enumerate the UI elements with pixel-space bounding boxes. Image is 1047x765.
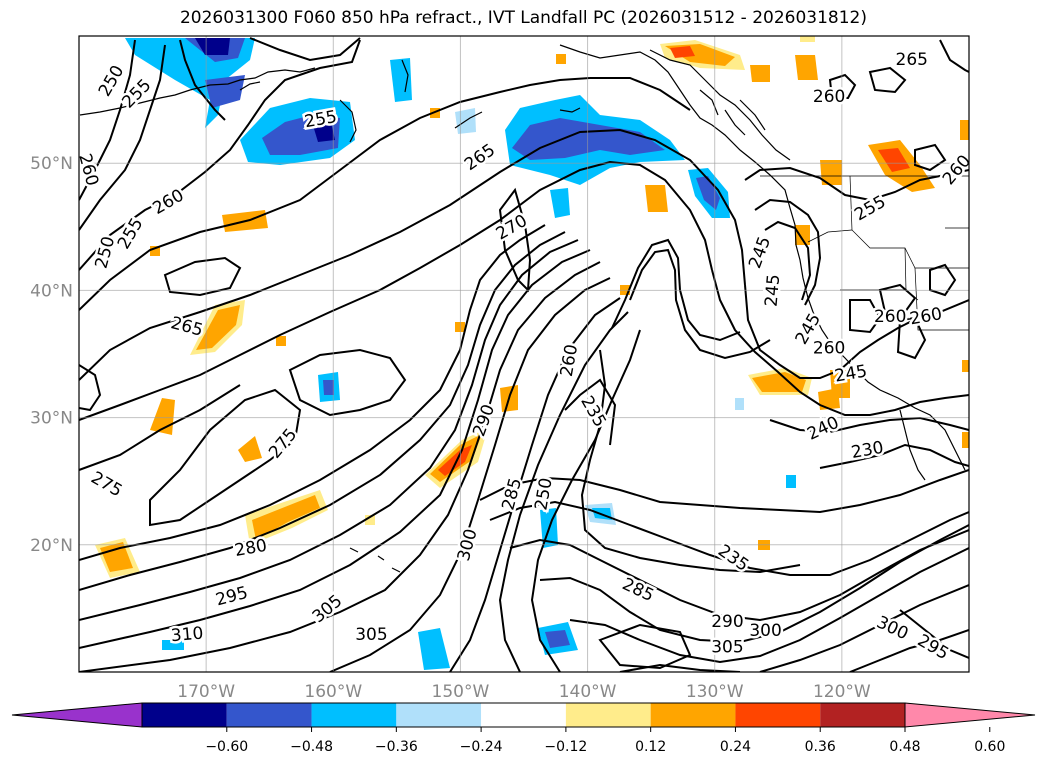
lon-tick-label: 140°W [559, 682, 617, 702]
lon-tick-label: 170°W [177, 682, 235, 702]
contour-label: 260 [813, 339, 845, 359]
contour-label: 260 [813, 87, 845, 107]
longitude-labels: 170°W 160°W 150°W 140°W 130°W 120°W [177, 682, 871, 702]
colorbar-swatch [650, 703, 736, 727]
colorbar-tick-label: −0.12 [544, 739, 587, 755]
map-title: 2026031300 F060 850 hPa refract., IVT La… [179, 8, 867, 28]
contour-label: 305 [355, 625, 387, 645]
colorbar: −0.60 −0.48 −0.36 −0.24 −0.12 0.12 0.24 0.36 0.4… [11, 702, 1036, 755]
contour-label: 245 [762, 273, 785, 307]
graticule [79, 36, 969, 672]
colorbar-swatch [565, 703, 651, 727]
colorbar-tick-label: −0.60 [205, 739, 248, 755]
map-panel: 2502552602602552502552652702652752752802… [79, 36, 969, 672]
colorbar-tick-label: −0.48 [290, 739, 333, 755]
colorbar-swatch [396, 703, 482, 727]
colorbar-outline [141, 702, 906, 728]
colorbar-tick-label: −0.24 [460, 739, 503, 755]
lat-tick-label: 30°N [30, 409, 73, 429]
colorbar-tick-label: 0.24 [720, 739, 751, 755]
colorbar-tick-labels: −0.60 −0.48 −0.36 −0.24 −0.12 0.12 0.24 0.36 0.4… [205, 727, 1005, 755]
colorbar-swatch [735, 703, 821, 727]
colorbar-tick-label: 0.36 [805, 739, 836, 755]
lon-tick-label: 120°W [813, 682, 871, 702]
lon-tick-label: 150°W [432, 682, 490, 702]
contour-label: 290 [711, 612, 743, 632]
colorbar-extend-low [11, 702, 143, 728]
lat-tick-label: 20°N [30, 536, 73, 556]
colorbar-swatches [11, 702, 1036, 728]
refractivity-shading [95, 36, 969, 670]
colorbar-swatch [142, 703, 227, 727]
contour-label: 260 [874, 307, 906, 327]
lat-tick-label: 50°N [30, 154, 73, 174]
colorbar-swatch [481, 703, 566, 727]
map-frame [78, 35, 970, 673]
contour-label: 280 [233, 536, 268, 561]
colorbar-tick-label: 0.48 [889, 739, 920, 755]
lat-tick-label: 40°N [30, 281, 73, 301]
contour-label: 300 [749, 621, 781, 641]
lon-tick-label: 130°W [686, 682, 744, 702]
colorbar-swatch [820, 703, 905, 727]
colorbar-extend-high [904, 702, 1036, 728]
colorbar-tick-label: 0.12 [635, 739, 666, 755]
colorbar-tick-label: 0.60 [974, 739, 1005, 755]
colorbar-tick-label: −0.36 [375, 739, 418, 755]
colorbar-swatch [226, 703, 312, 727]
contour-label: 265 [896, 50, 928, 70]
contour-label: 310 [170, 623, 204, 646]
colorbar-swatch [311, 703, 397, 727]
contour-label: 305 [711, 638, 743, 658]
lon-tick-label: 160°W [304, 682, 362, 702]
latitude-labels: 20°N 30°N 40°N 50°N [30, 154, 73, 556]
